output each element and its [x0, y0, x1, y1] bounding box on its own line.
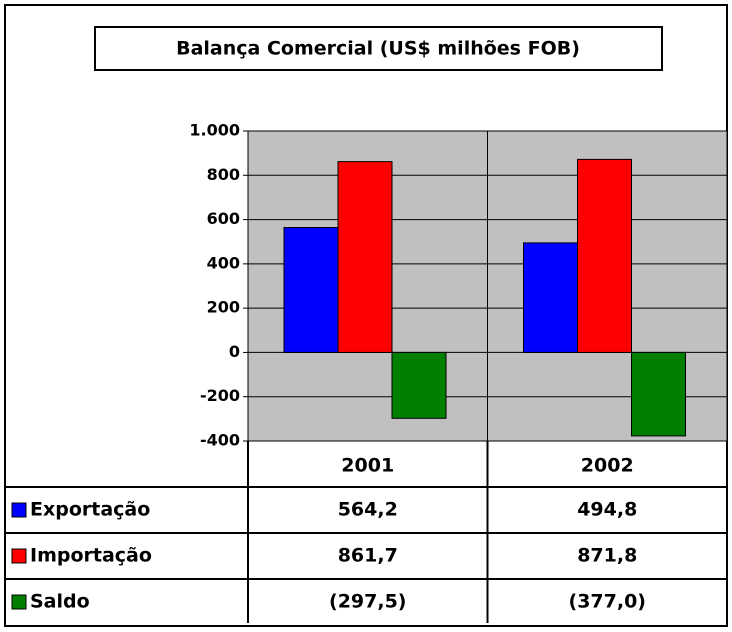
legend-key [11, 594, 27, 610]
legend-key [11, 502, 27, 518]
bar [337, 161, 393, 353]
y-tick-label: 1.000 [189, 121, 240, 140]
table-value: (377,0) [569, 591, 646, 613]
x-tick-label: 2002 [581, 455, 634, 477]
legend-label: Saldo [30, 591, 90, 613]
x-tick-label: 2001 [341, 455, 394, 477]
y-tick-label: 0 [229, 342, 240, 361]
bar [391, 351, 447, 419]
legend-label: Exportação [30, 499, 150, 521]
table-value: 564,2 [338, 499, 398, 521]
bar [283, 226, 339, 353]
y-tick-label: -400 [200, 431, 240, 450]
bar [577, 158, 632, 353]
table-value: 871,8 [577, 545, 637, 567]
y-tick-label: -200 [200, 386, 240, 405]
table-value: 861,7 [338, 545, 398, 567]
y-tick-label: 800 [207, 165, 240, 184]
chart-title: Balança Comercial (US$ milhões FOB) [176, 38, 580, 60]
legend-key [11, 548, 27, 564]
y-tick-label: 200 [207, 298, 240, 317]
table-value: (297,5) [329, 591, 406, 613]
y-tick-label: 600 [207, 209, 240, 228]
legend-label: Importação [30, 545, 152, 567]
table-value: 494,8 [577, 499, 637, 521]
bar [523, 242, 578, 353]
y-tick-label: 400 [207, 253, 240, 272]
title-box [94, 26, 663, 71]
bar [631, 351, 686, 437]
